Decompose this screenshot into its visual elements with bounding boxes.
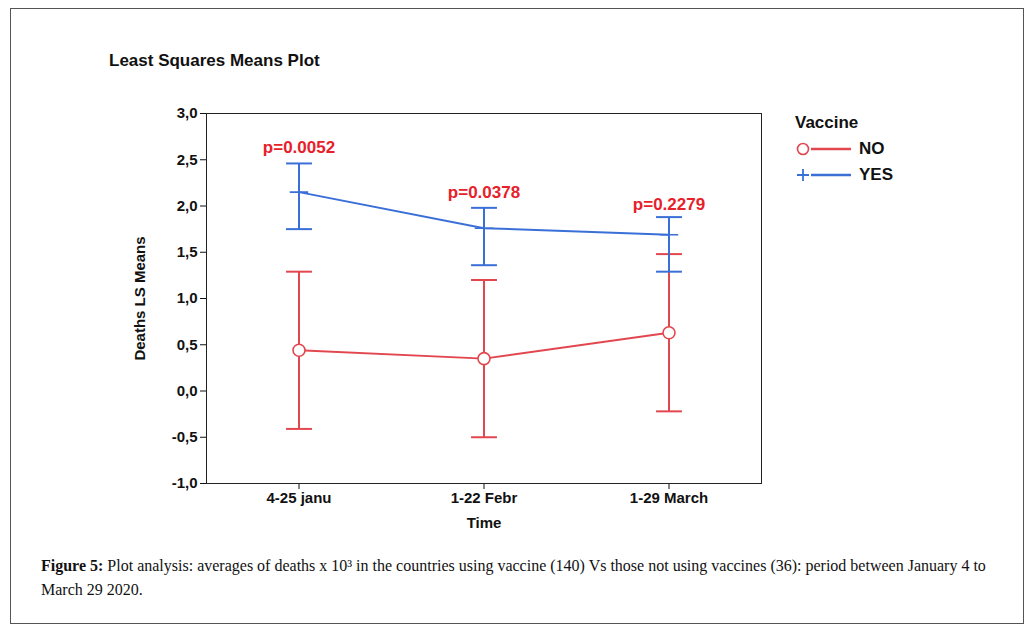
svg-text:-0,5: -0,5 bbox=[172, 428, 198, 445]
svg-text:1,0: 1,0 bbox=[177, 289, 198, 306]
html-text:Figure 5: Plot analysis: avera: Figure 5: Plot analysis: averages of dea… bbox=[41, 557, 986, 598]
svg-text:p=0.2279: p=0.2279 bbox=[633, 195, 705, 214]
svg-text:3,0: 3,0 bbox=[177, 104, 198, 121]
svg-text:1-29 March: 1-29 March bbox=[630, 489, 708, 506]
svg-text:2,5: 2,5 bbox=[177, 151, 198, 168]
svg-text:1,5: 1,5 bbox=[177, 243, 198, 260]
svg-text:0,5: 0,5 bbox=[177, 336, 198, 353]
svg-text:2,0: 2,0 bbox=[177, 197, 198, 214]
html-text:Least Squares Means Plot: Least Squares Means Plot bbox=[109, 51, 320, 70]
html-text:YES: YES bbox=[859, 165, 893, 184]
svg-text:p=0.0052: p=0.0052 bbox=[263, 138, 335, 157]
svg-text:p=0.0378: p=0.0378 bbox=[448, 183, 520, 202]
html-text:Vaccine: Vaccine bbox=[795, 113, 859, 132]
svg-text:Time: Time bbox=[467, 514, 502, 531]
html-text:NO: NO bbox=[859, 139, 885, 158]
svg-text:4-25 janu: 4-25 janu bbox=[266, 489, 331, 506]
svg-text:1-22 Febr: 1-22 Febr bbox=[451, 489, 518, 506]
svg-text:0,0: 0,0 bbox=[177, 382, 198, 399]
svg-text:-1,0: -1,0 bbox=[172, 474, 198, 491]
svg-text:Deaths LS Means: Deaths LS Means bbox=[131, 236, 148, 360]
